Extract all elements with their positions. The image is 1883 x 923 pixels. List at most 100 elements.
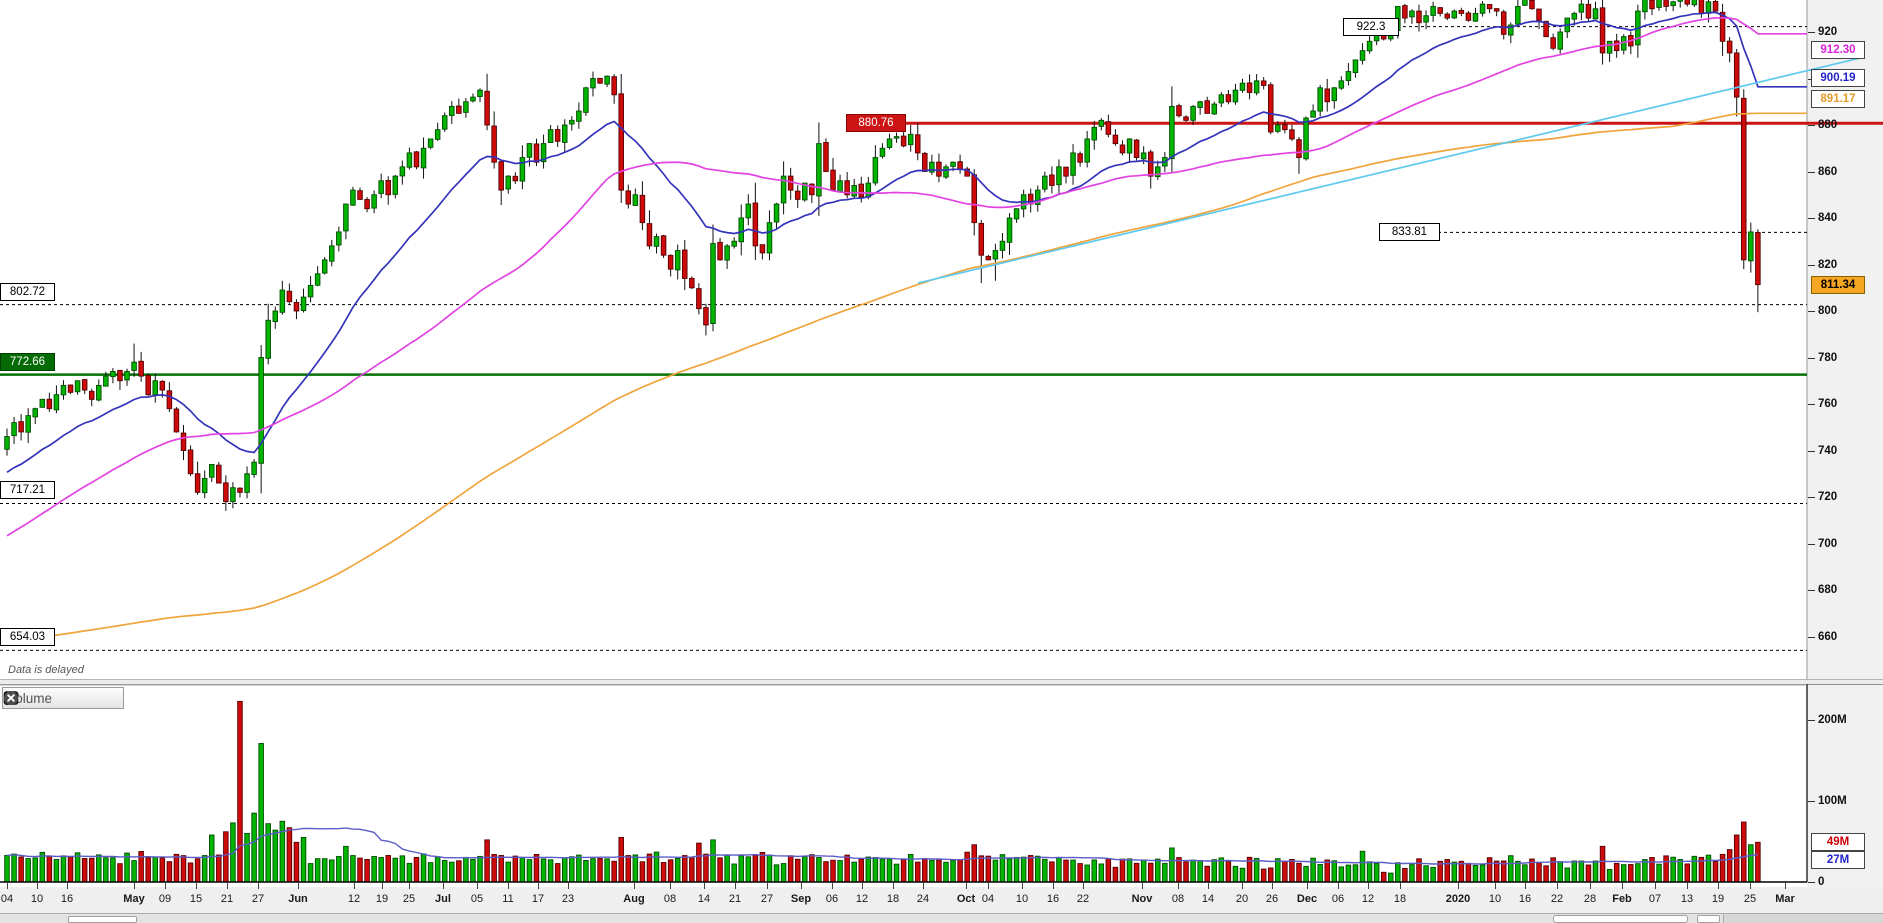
time-tick-mark	[196, 883, 197, 889]
horizontal-scrollbar[interactable]	[0, 913, 1883, 923]
candle-down	[1112, 134, 1119, 145]
candle-down	[597, 77, 603, 84]
window-icon[interactable]	[3, 690, 96, 706]
volume-bar	[1656, 863, 1662, 883]
time-tick-label: 11	[502, 893, 514, 905]
candle-up	[1515, 5, 1521, 25]
scrollbar-zoom-box[interactable]	[1553, 915, 1688, 923]
level-label-772.66[interactable]: 772.66	[0, 352, 55, 371]
volume-bar	[936, 859, 942, 883]
time-tick-label: 12	[855, 893, 869, 905]
volume-bar	[682, 855, 688, 883]
volume-bar	[689, 857, 695, 883]
volume-bar	[1402, 867, 1408, 883]
volume-bar	[554, 863, 561, 883]
time-tick-label: 05	[470, 893, 484, 905]
volume-bar	[357, 857, 363, 883]
candle-up	[96, 384, 102, 401]
time-tick-mark	[1718, 883, 1719, 889]
volume-bar	[773, 864, 780, 883]
volume-bar	[1112, 866, 1119, 883]
candle-up	[272, 310, 279, 323]
scrollbar-button[interactable]	[1697, 915, 1720, 923]
candle-down	[1246, 82, 1253, 93]
candle-down	[985, 255, 992, 261]
volume-bar	[244, 832, 250, 883]
candle-down	[1726, 40, 1733, 54]
candle-up	[1748, 231, 1754, 262]
candle-up	[336, 231, 342, 246]
candle-down	[512, 175, 519, 182]
volume-bar	[1267, 867, 1274, 883]
candle-down	[922, 152, 928, 172]
volume-bar	[1338, 866, 1345, 883]
price-tick-label: 920	[1818, 26, 1838, 38]
candle-down	[794, 190, 801, 200]
time-tick-mark	[382, 883, 383, 889]
time-tick-label: 21	[728, 893, 742, 905]
candle-down	[1204, 100, 1210, 114]
wrench-icon[interactable]	[5, 690, 75, 706]
time-tick-label: Feb	[1612, 893, 1632, 905]
candle-up	[505, 175, 512, 190]
candle-up	[540, 143, 547, 163]
volume-bar	[378, 857, 384, 883]
level-label-654.03[interactable]: 654.03	[0, 628, 55, 647]
volume-bar	[597, 858, 603, 883]
candle-up	[526, 143, 533, 158]
volume-bar	[802, 856, 808, 883]
volume-bar	[110, 857, 116, 883]
time-tick-label: 06	[1331, 893, 1345, 905]
volume-chart-pane[interactable]	[0, 684, 1883, 887]
price-tick-dash	[1808, 171, 1815, 173]
volume-bar	[1373, 862, 1380, 883]
price-tick-dash	[1808, 543, 1815, 545]
volume-bar	[576, 854, 582, 883]
trendline[interactable]	[917, 56, 1863, 284]
volume-bar	[639, 861, 646, 883]
candle-down	[703, 307, 709, 326]
volume-bar	[1084, 864, 1090, 883]
volume-bar	[392, 857, 399, 883]
price-chart-pane[interactable]	[0, 0, 1883, 684]
time-tick-label: 26	[1265, 893, 1279, 905]
candle-up	[1656, 0, 1662, 8]
volume-tick-dash	[1808, 720, 1815, 721]
volume-bar	[1691, 855, 1698, 883]
volume-bar	[4, 854, 10, 883]
price-tick-label: 820	[1818, 258, 1838, 271]
candle-down	[145, 374, 151, 396]
volume-bar	[74, 852, 81, 883]
level-label-833.81[interactable]: 833.81	[1379, 223, 1440, 242]
candle-up	[1571, 12, 1578, 20]
volume-bar	[385, 855, 391, 883]
level-label-880.76[interactable]: 880.76	[846, 114, 906, 133]
candle-down	[1049, 174, 1055, 186]
volume-bar	[1049, 861, 1055, 883]
level-label-922.3[interactable]: 922.3	[1343, 17, 1399, 36]
candle-up	[561, 124, 568, 143]
time-tick-label: 14	[697, 893, 711, 905]
time-tick-label: 10	[1488, 893, 1502, 905]
scrollbar-thumb[interactable]	[68, 916, 137, 923]
volume-bar	[1275, 858, 1281, 883]
level-label-802.72[interactable]: 802.72	[0, 282, 55, 301]
level-label-717.21[interactable]: 717.21	[0, 481, 55, 500]
close-icon[interactable]	[4, 690, 117, 706]
candle-up	[1303, 117, 1309, 160]
volume-bar	[286, 827, 293, 883]
volume-bar	[152, 856, 159, 883]
axis-badge-912.30: 912.30	[1811, 40, 1865, 59]
time-tick-label: 16	[60, 893, 74, 905]
volume-tick-dash	[1808, 882, 1815, 883]
price-tick-label: 760	[1818, 398, 1838, 410]
time-tick-mark	[298, 883, 299, 889]
volume-bar	[216, 854, 222, 883]
candle-down	[618, 93, 624, 191]
candle-up	[851, 184, 857, 197]
price-tick-label: 800	[1818, 305, 1838, 317]
volume-bar	[922, 858, 928, 883]
candle-up	[773, 203, 780, 223]
time-tick-mark	[443, 883, 444, 889]
time-tick-label: 17	[531, 893, 545, 905]
